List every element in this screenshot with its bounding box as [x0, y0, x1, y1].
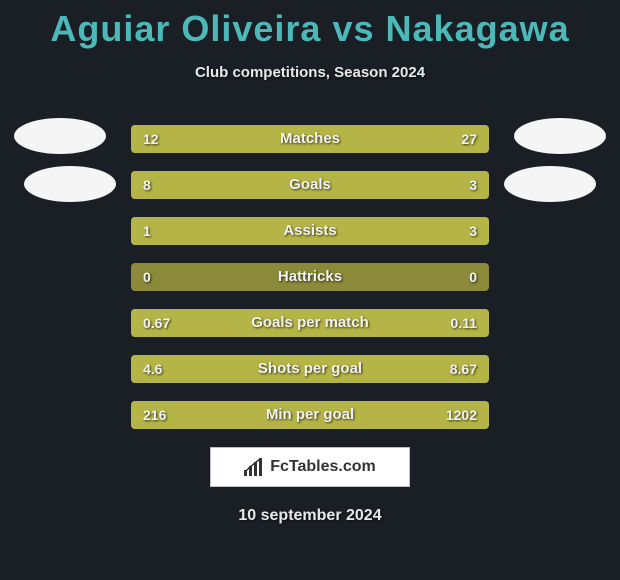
brand-chart-icon: [244, 458, 264, 476]
stat-label: Shots per goal: [131, 355, 489, 383]
stat-label: Goals: [131, 171, 489, 199]
stat-row: 2161202Min per goal: [131, 401, 489, 429]
stat-label: Matches: [131, 125, 489, 153]
player1-avatar-shadow: [24, 166, 116, 202]
stats-container: 1227Matches 83Goals 13Assists 00Hattricks 0.…: [131, 125, 489, 429]
date-stamp: 10 september 2024: [0, 507, 620, 525]
stat-row: 1227Matches: [131, 125, 489, 153]
comparison-title: Aguiar Oliveira vs Nakagawa: [0, 0, 620, 50]
stat-label: Hattricks: [131, 263, 489, 291]
player2-name: Nakagawa: [386, 8, 570, 49]
stat-label: Goals per match: [131, 309, 489, 337]
vs-separator: vs: [332, 8, 374, 49]
player2-avatar-shadow: [504, 166, 596, 202]
stat-row: 0.670.11Goals per match: [131, 309, 489, 337]
player1-avatar-placeholder: [14, 118, 106, 154]
brand-watermark[interactable]: FcTables.com: [210, 447, 410, 487]
stat-row: 00Hattricks: [131, 263, 489, 291]
stat-label: Assists: [131, 217, 489, 245]
brand-text: FcTables.com: [270, 458, 376, 476]
stat-label: Min per goal: [131, 401, 489, 429]
stat-row: 4.68.67Shots per goal: [131, 355, 489, 383]
player1-name: Aguiar Oliveira: [50, 8, 321, 49]
stat-row: 83Goals: [131, 171, 489, 199]
player2-avatar-placeholder: [514, 118, 606, 154]
subtitle: Club competitions, Season 2024: [0, 64, 620, 81]
stat-row: 13Assists: [131, 217, 489, 245]
